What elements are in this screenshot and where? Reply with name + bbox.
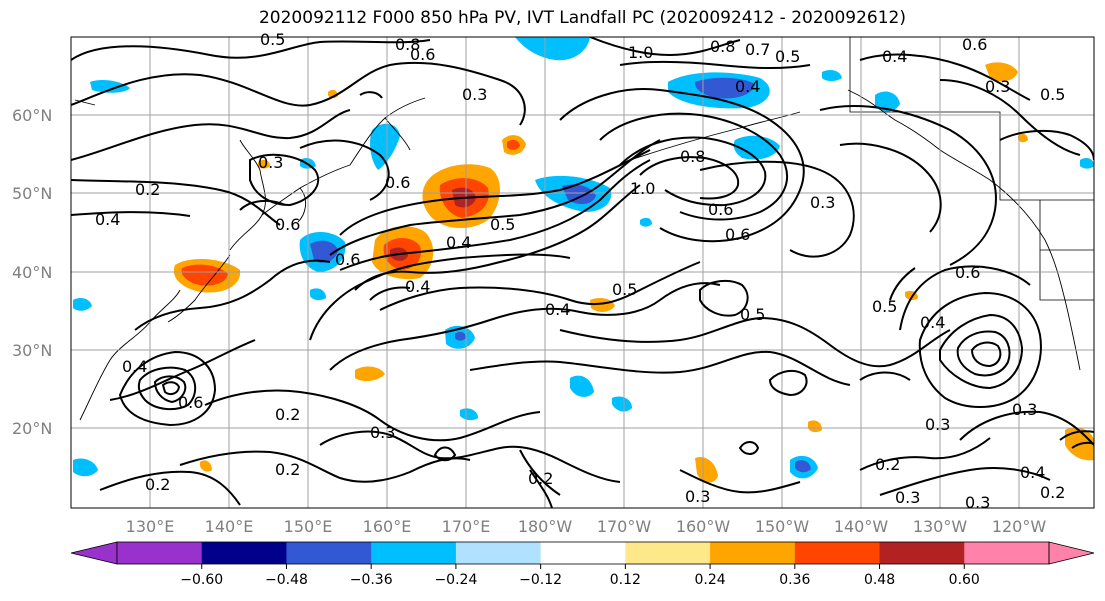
lon-label: 160°W (676, 517, 731, 536)
contour-label: 0.5 (1040, 85, 1065, 104)
contour-label: 1.0 (628, 43, 653, 62)
contour-label: 0.8 (395, 35, 420, 54)
colorbar: −0.60 −0.48 −0.36 −0.24 −0.12 0.12 0.24 0.36 0.4… (70, 541, 1095, 588)
contour-label: 0.3 (925, 415, 950, 434)
contour-label: 0.3 (895, 488, 920, 507)
contour-label: 0.8 (680, 147, 705, 166)
ivt-contours (71, 37, 1094, 508)
lon-label: 140°E (205, 517, 254, 536)
colorbar-segment (455, 542, 542, 564)
contour-label: 0.2 (875, 455, 900, 474)
contour-label: 0.3 (965, 493, 990, 512)
colorbar-tick-label: −0.36 (350, 572, 393, 588)
lat-label: 20°N (12, 419, 52, 438)
contour-label: 0.2 (1040, 483, 1065, 502)
contour-label: 1.0 (630, 179, 655, 198)
lon-label: 180°W (518, 517, 573, 536)
colorbar-segment (794, 542, 881, 564)
colorbar-segment (286, 542, 372, 564)
contour-label: 0.8 (710, 37, 735, 56)
contour-label: 0.2 (135, 180, 160, 199)
contour-label: 0.5 (490, 215, 515, 234)
contour-label: 0.7 (745, 40, 770, 59)
colorbar-segment (540, 542, 626, 564)
contour-label: 0.3 (370, 423, 395, 442)
lat-label: 50°N (12, 184, 52, 203)
political-borders (849, 37, 1094, 301)
lon-label: 150°E (284, 517, 333, 536)
contour-label: 0.4 (95, 210, 120, 229)
lon-label: 130°W (913, 517, 968, 536)
contour-label: 0.5 (775, 47, 800, 66)
latitude-labels: 60°N 50°N 40°N 30°N 20°N (12, 106, 52, 438)
lon-label: 120°W (992, 517, 1047, 536)
map-area (71, 37, 1094, 508)
contour-label: 0.3 (1012, 400, 1037, 419)
colorbar-tick-label: −0.60 (180, 572, 223, 588)
contour-label: 0.6 (955, 263, 980, 282)
contour-label: 0.3 (462, 85, 487, 104)
colorbar-segment (879, 542, 965, 564)
lon-label: 160°E (363, 517, 412, 536)
colorbar-tick-label: −0.12 (519, 572, 562, 588)
contour-label: 0.2 (528, 469, 553, 488)
colorbar-tick-label: 0.24 (695, 572, 726, 588)
contour-label: 0.4 (1020, 463, 1045, 482)
contour-label: 0.4 (882, 47, 907, 66)
colorbar-tick-label: −0.48 (265, 572, 308, 588)
contour-label: 0.2 (145, 475, 170, 494)
contour-label: 0.2 (275, 405, 300, 424)
contour-label: 0.5 (612, 280, 637, 299)
colorbar-left-arrow (70, 541, 118, 565)
contour-label: 0.4 (122, 357, 147, 376)
contour-label: 0.3 (685, 487, 710, 506)
longitude-labels: 130°E 140°E 150°E 160°E 170°E 180°W 170°… (126, 517, 1047, 536)
contour-label: 0.4 (545, 300, 570, 319)
contour-label: 0.3 (258, 153, 283, 172)
lat-label: 30°N (12, 341, 52, 360)
colorbar-segment (117, 542, 203, 564)
contour-label: 0.4 (446, 233, 471, 252)
map-frame (70, 36, 1095, 509)
lat-label: 40°N (12, 263, 52, 282)
contour-label: 0.5 (872, 297, 897, 316)
lon-label: 170°W (597, 517, 652, 536)
lon-label: 150°W (755, 517, 810, 536)
lon-label: 170°E (442, 517, 491, 536)
contour-label: 0.6 (708, 200, 733, 219)
colorbar-tick-label: 0.36 (779, 572, 810, 588)
contour-label: 0.6 (962, 35, 987, 54)
contour-label: 0.5 (260, 30, 285, 49)
contour-label: 0.6 (410, 45, 435, 64)
colorbar-segment (710, 542, 796, 564)
colorbar-segment (625, 542, 711, 564)
contour-label: 0.4 (405, 277, 430, 296)
contour-label: 0.5 (740, 305, 765, 324)
contour-label: 0.4 (920, 313, 945, 332)
contour-labels: 0.5 0.8 0.6 1.0 0.8 0.7 0.5 0.4 0.4 0.6 … (95, 30, 1065, 512)
contour-label: 0.3 (985, 77, 1010, 96)
contour-label: 0.6 (725, 225, 750, 244)
colorbar-tick-label: 0.12 (610, 572, 641, 588)
colorbar-right-arrow (1048, 541, 1095, 565)
colorbar-tick-label: 0.48 (864, 572, 895, 588)
lon-label: 130°E (126, 517, 175, 536)
contour-label: 0.6 (335, 250, 360, 269)
contour-label: 0.6 (275, 215, 300, 234)
colorbar-segment (201, 542, 287, 564)
colorbar-tick-label: −0.24 (434, 572, 477, 588)
contour-label: 0.2 (275, 460, 300, 479)
contour-label: 0.3 (810, 193, 835, 212)
contour-label: 0.4 (735, 77, 760, 96)
lat-label: 60°N (12, 106, 52, 125)
contour-label: 0.6 (385, 173, 410, 192)
colorbar-segment (371, 542, 457, 564)
colorbar-tick-label: 0.60 (949, 572, 980, 588)
contour-label: 0.6 (178, 393, 203, 412)
map-title: 2020092112 F000 850 hPa PV, IVT Landfall… (258, 8, 906, 28)
colorbar-segment (964, 542, 1050, 564)
lon-label: 140°W (834, 517, 889, 536)
